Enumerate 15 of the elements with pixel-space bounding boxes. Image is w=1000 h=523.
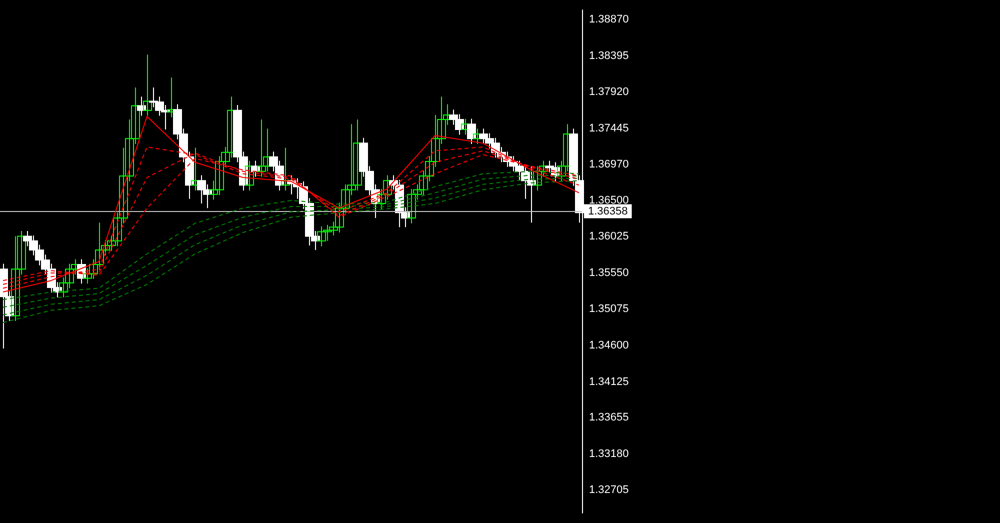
- y-tick-label: 1.33655: [589, 412, 629, 424]
- y-tick-label: 1.36970: [589, 158, 629, 171]
- y-tick-label: 1.34125: [589, 376, 629, 388]
- y-tick-label: 1.37920: [589, 86, 629, 98]
- y-tick-label: 1.35075: [589, 303, 629, 316]
- y-tick-label: 1.36500: [589, 194, 629, 206]
- y-tick-label: 1.37445: [589, 122, 629, 134]
- y-tick-label: 1.33180: [589, 448, 629, 460]
- y-tick-label: 1.36025: [589, 230, 629, 243]
- ref-line-label: 1.36358: [588, 205, 628, 218]
- y-tick-label: 1.34600: [589, 340, 629, 352]
- y-tick-label: 1.35550: [589, 266, 629, 279]
- y-tick-label: 1.32705: [589, 484, 629, 496]
- y-tick-label: 1.38870: [589, 14, 629, 26]
- y-tick-label: 1.38395: [589, 50, 629, 62]
